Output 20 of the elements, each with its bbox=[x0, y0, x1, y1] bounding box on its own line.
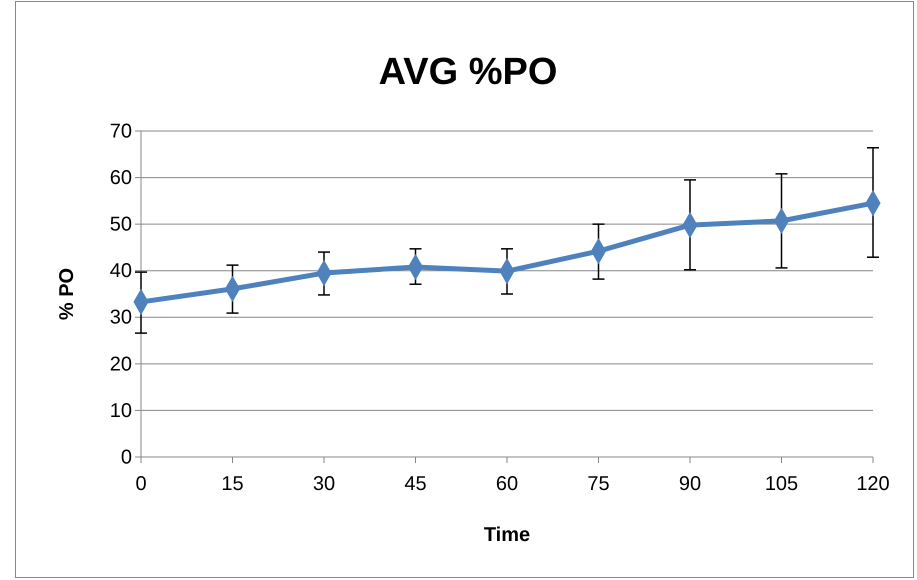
y-tick-label: 40 bbox=[110, 260, 132, 282]
y-tick-label: 70 bbox=[110, 120, 132, 142]
x-axis-title: Time bbox=[484, 524, 530, 546]
y-tick-label: 30 bbox=[110, 306, 132, 329]
chart-title: AVG %PO bbox=[378, 51, 558, 93]
x-tick-label: 45 bbox=[404, 473, 427, 495]
x-tick-label: 15 bbox=[221, 473, 244, 495]
x-tick-label: 105 bbox=[764, 473, 798, 495]
x-tick-label: 30 bbox=[312, 473, 336, 495]
x-tick-label: 90 bbox=[678, 473, 702, 495]
y-axis-title: % PO bbox=[56, 268, 78, 320]
y-tick-label: 10 bbox=[110, 400, 132, 422]
y-tick-label: 20 bbox=[110, 353, 132, 376]
y-tick-label: 50 bbox=[110, 214, 132, 236]
x-tick-label: 0 bbox=[135, 473, 147, 495]
y-tick-label: 0 bbox=[120, 446, 132, 468]
x-tick-label: 75 bbox=[587, 473, 610, 495]
x-tick-label: 120 bbox=[856, 473, 890, 495]
x-tick-label: 60 bbox=[496, 473, 518, 495]
y-tick-label: 60 bbox=[110, 166, 132, 189]
